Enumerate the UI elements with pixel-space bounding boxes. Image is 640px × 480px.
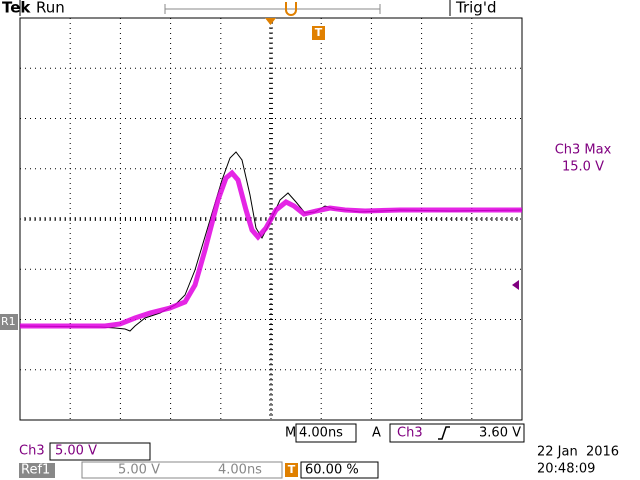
trigger-window-marker [285, 2, 297, 16]
timebase-value: 4.00ns [299, 426, 343, 441]
trigger-box [389, 423, 525, 443]
run-status: Run [36, 0, 65, 17]
ref-marker: R1 [1, 315, 16, 328]
trigger-status: Trig'd [455, 0, 496, 17]
ch3-trace [20, 169, 522, 329]
trigger-channel: Ch3 [397, 426, 423, 441]
ref-name: Ref1 [21, 463, 50, 478]
trigger-level-marker [512, 280, 519, 290]
ref-trigger-marker: T [288, 463, 296, 476]
measurement-value: 15.0 V [562, 160, 604, 175]
trigger-slope [438, 426, 450, 440]
trigger-marker-box [312, 26, 325, 40]
time: 20:48:09 [537, 462, 595, 477]
trigger-source: A [372, 426, 381, 441]
ref-position: 60.00 % [305, 463, 359, 478]
date: 22 Jan 2016 [537, 445, 619, 460]
ref-info-box [81, 461, 283, 479]
channel-name: Ch3 [19, 444, 45, 459]
ref-name-box [19, 463, 55, 478]
ref-scale: 5.00 V [118, 463, 160, 478]
trigger-marker: T [315, 26, 323, 39]
channel-scale: 5.00 V [55, 444, 97, 459]
ref-marker-box [0, 314, 18, 330]
ref-trigger-box [285, 463, 298, 477]
trigger-point-marker [265, 18, 276, 25]
timebase-prefix: M [285, 426, 296, 441]
brand: Tek [2, 0, 31, 17]
ref-position-box [300, 461, 379, 479]
ref-time: 4.00ns [218, 463, 262, 478]
channel-scale-box [49, 442, 151, 461]
measurement-label: Ch3 Max [555, 143, 612, 158]
trigger-level: 3.60 V [479, 426, 521, 441]
timebase-box [295, 423, 357, 443]
